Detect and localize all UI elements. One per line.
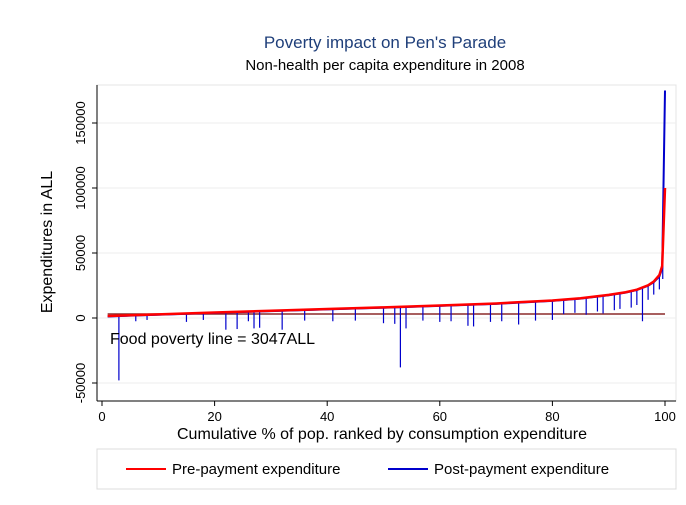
x-tick-label: 80 xyxy=(545,409,559,424)
data-layer xyxy=(107,90,667,381)
y-tick-label: -50000 xyxy=(73,363,88,403)
poverty-line-annotation: Food poverty line = 3047ALL xyxy=(110,331,315,348)
x-tick-label: 60 xyxy=(433,409,447,424)
grid-lines xyxy=(97,122,676,384)
x-tick-label: 0 xyxy=(98,409,105,424)
legend-box xyxy=(96,448,677,490)
chart-title: Poverty impact on Pen's Parade xyxy=(264,33,506,52)
chart-subtitle: Non-health per capita expenditure in 200… xyxy=(245,57,524,74)
x-tick-label: 20 xyxy=(207,409,221,424)
legend-label-post-payment: Post-payment expenditure xyxy=(434,461,609,478)
y-tick-label: 150000 xyxy=(73,101,88,144)
y-axis-label: Expenditures in ALL xyxy=(39,171,56,313)
legend-label-pre-payment: Pre-payment expenditure xyxy=(172,461,340,478)
x-tick-label: 100 xyxy=(654,409,676,424)
x-tick-label: 40 xyxy=(320,409,334,424)
axes: -50000 0 50000 100000 150000 0 20 40 60 80 100 xyxy=(73,85,676,424)
pre-payment-line xyxy=(107,187,667,318)
y-tick-label: 100000 xyxy=(73,166,88,209)
x-axis-label: Cumulative % of pop. ranked by consumpti… xyxy=(177,426,587,443)
plot-area xyxy=(96,84,677,402)
y-tick-label: 50000 xyxy=(73,235,88,271)
legend: Pre-payment expenditure Post-payment exp… xyxy=(96,448,677,490)
y-tick-label: 0 xyxy=(73,314,88,321)
